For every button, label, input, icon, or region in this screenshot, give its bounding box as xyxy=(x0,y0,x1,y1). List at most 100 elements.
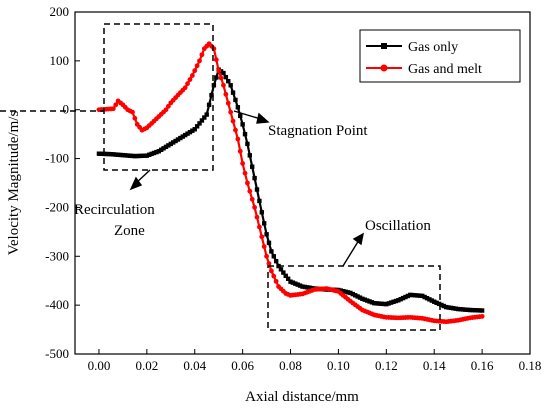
data-point xyxy=(238,113,243,119)
data-point xyxy=(448,305,454,311)
annotation-shapes xyxy=(0,23,441,331)
data-point xyxy=(408,292,413,298)
oscillation-label: Oscillation xyxy=(365,218,431,234)
data-point xyxy=(159,147,164,152)
data-point xyxy=(194,124,200,129)
legend: Gas only Gas and melt xyxy=(359,29,521,83)
data-point xyxy=(175,137,181,142)
data-point xyxy=(300,284,305,289)
data-point xyxy=(161,146,166,151)
data-point xyxy=(477,308,482,313)
data-point xyxy=(247,188,253,194)
data-point xyxy=(266,261,272,267)
stagnation-arrow-head xyxy=(256,112,270,124)
data-point xyxy=(278,267,284,272)
data-point xyxy=(110,106,116,112)
data-point xyxy=(271,273,277,279)
data-point xyxy=(240,161,246,166)
data-point xyxy=(233,97,238,103)
data-point xyxy=(125,153,130,158)
data-point xyxy=(204,112,209,117)
data-point xyxy=(400,295,406,301)
oscillation-arrow-line xyxy=(342,239,360,267)
data-point xyxy=(170,140,176,145)
y-tick-label: -200 xyxy=(45,199,69,214)
data-point xyxy=(384,301,389,307)
data-point xyxy=(261,221,267,226)
axis-ticks: 0.00 0.02 0.04 0.06 0.08 0.10 0.12 0.14 0.16 0.18… xyxy=(45,4,541,373)
data-point xyxy=(446,305,451,310)
data-point xyxy=(147,152,152,157)
data-point xyxy=(479,308,485,313)
data-point xyxy=(225,100,231,106)
data-point xyxy=(415,293,420,298)
data-point xyxy=(420,293,425,299)
data-point xyxy=(302,284,308,290)
data-point xyxy=(228,109,234,115)
data-point xyxy=(127,153,133,158)
data-point xyxy=(199,118,205,123)
data-point xyxy=(211,46,217,52)
data-point xyxy=(364,298,370,303)
data-point xyxy=(307,285,312,290)
data-point xyxy=(130,153,135,159)
y-tick-label: -500 xyxy=(45,346,69,361)
data-point xyxy=(362,297,367,302)
data-point xyxy=(99,151,104,156)
data-point xyxy=(259,234,265,240)
data-point xyxy=(273,258,279,264)
series-line xyxy=(98,67,483,312)
data-point xyxy=(230,118,236,124)
data-point xyxy=(460,307,466,312)
data-point xyxy=(242,170,248,176)
data-point xyxy=(197,121,202,126)
data-point xyxy=(192,127,197,132)
data-point xyxy=(137,153,142,159)
data-point xyxy=(113,102,119,108)
data-point xyxy=(367,299,372,304)
data-point xyxy=(163,144,169,150)
data-point xyxy=(156,149,162,154)
data-point xyxy=(190,128,195,133)
data-point xyxy=(187,129,193,135)
data-point xyxy=(189,73,195,78)
data-point xyxy=(173,138,178,144)
x-tick-label: 0.04 xyxy=(183,358,206,373)
data-point xyxy=(398,296,403,302)
legend-label-gas-only: Gas only xyxy=(408,40,458,55)
stagnation-point-label: Stagnation Point xyxy=(268,123,368,139)
y-tick-label: -400 xyxy=(45,297,69,312)
data-point xyxy=(268,268,274,274)
data-point xyxy=(135,153,140,159)
data-point xyxy=(165,103,171,109)
data-point xyxy=(405,293,411,299)
data-point xyxy=(451,306,456,311)
data-point xyxy=(305,285,310,290)
y-tick-label: 100 xyxy=(50,53,70,68)
data-point xyxy=(178,135,183,141)
data-point xyxy=(235,136,241,142)
data-point xyxy=(271,254,276,259)
y-axis-title: Velocity Magnitude/m/s xyxy=(6,111,22,256)
data-point xyxy=(427,297,432,302)
data-point xyxy=(470,307,475,313)
data-point xyxy=(297,283,303,288)
y-tick-label: -100 xyxy=(45,151,69,166)
data-point xyxy=(218,75,224,81)
data-point xyxy=(259,210,264,215)
data-point xyxy=(226,79,231,84)
data-point xyxy=(228,83,233,88)
data-point xyxy=(154,149,159,155)
data-point xyxy=(429,298,435,303)
data-point xyxy=(463,307,468,312)
data-point xyxy=(465,307,470,313)
data-point xyxy=(245,141,250,147)
data-point xyxy=(467,307,473,313)
x-tick-label: 0.14 xyxy=(423,358,446,373)
data-point xyxy=(441,303,446,309)
zone-label: Zone xyxy=(114,223,145,239)
data-point xyxy=(240,122,245,127)
data-point xyxy=(386,301,391,306)
data-point xyxy=(256,224,262,230)
y-tick-label: -300 xyxy=(45,248,69,263)
